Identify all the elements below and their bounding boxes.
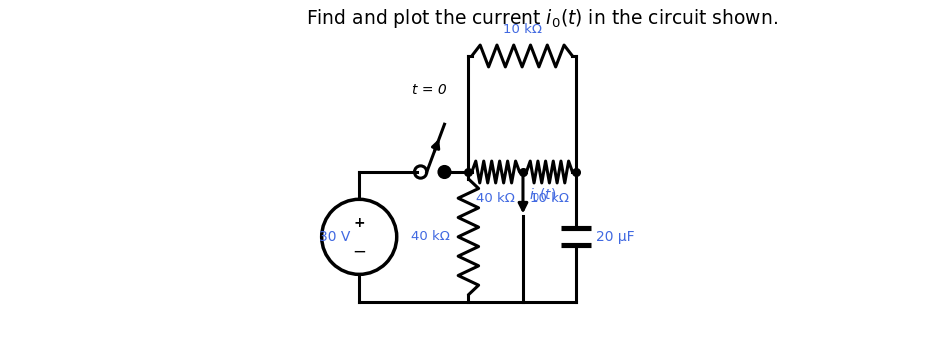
Text: 40 kΩ: 40 kΩ bbox=[476, 193, 515, 205]
Text: 30 V: 30 V bbox=[319, 230, 350, 244]
Circle shape bbox=[439, 166, 450, 178]
Text: 40 kΩ: 40 kΩ bbox=[411, 230, 450, 243]
Text: 10 kΩ: 10 kΩ bbox=[530, 193, 569, 205]
Text: 10 kΩ: 10 kΩ bbox=[503, 22, 542, 35]
Text: t = 0: t = 0 bbox=[412, 83, 447, 97]
Text: −: − bbox=[352, 242, 366, 260]
Text: $i_0(t)$: $i_0(t)$ bbox=[529, 186, 557, 204]
Text: 20 μF: 20 μF bbox=[597, 230, 635, 244]
Text: Find and plot the current $i_0(t)$ in the circuit shown.: Find and plot the current $i_0(t)$ in th… bbox=[306, 7, 778, 30]
Text: +: + bbox=[353, 215, 365, 229]
